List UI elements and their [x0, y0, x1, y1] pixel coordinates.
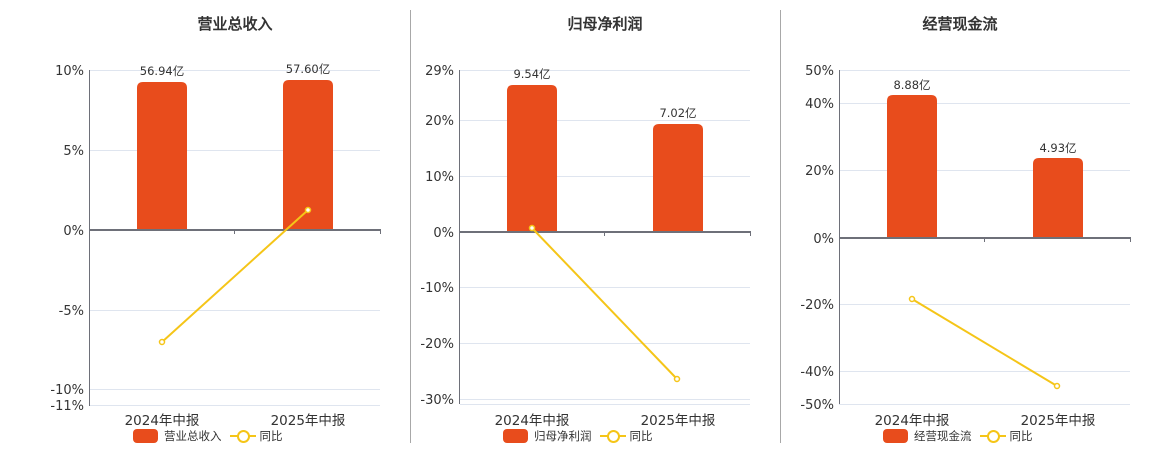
- bar-2025[interactable]: [653, 124, 703, 232]
- legend-bar-swatch[interactable]: [133, 429, 158, 443]
- svg-text:-20%: -20%: [420, 337, 454, 352]
- svg-text:2025年中报: 2025年中报: [641, 413, 716, 429]
- bar-value-labels: 9.54亿 7.02亿: [513, 67, 696, 120]
- panel-divider: [780, 10, 781, 443]
- chart-legend: 经营现金流 同比: [883, 428, 1033, 444]
- chart-title: 归母净利润: [567, 15, 643, 33]
- x-axis-ticks: [604, 232, 751, 236]
- bar-2024[interactable]: [507, 85, 557, 232]
- svg-text:29%: 29%: [425, 64, 454, 79]
- bars: [887, 95, 1083, 238]
- legend-line-label[interactable]: 同比: [629, 429, 653, 443]
- svg-text:-20%: -20%: [800, 298, 834, 313]
- chart-plot: 10% 5% 0% -5% -10% -11% 56.94亿 57.60亿 20…: [50, 62, 381, 429]
- svg-text:-40%: -40%: [800, 365, 834, 380]
- legend-line-icon[interactable]: [979, 429, 1006, 443]
- legend-line-label[interactable]: 同比: [1009, 429, 1033, 443]
- svg-text:2024年中报: 2024年中报: [875, 413, 950, 429]
- panel-divider: [410, 10, 411, 443]
- svg-text:-30%: -30%: [420, 393, 454, 408]
- bar-2025[interactable]: [1033, 158, 1083, 238]
- svg-text:-50%: -50%: [800, 398, 834, 413]
- svg-text:2025年中报: 2025年中报: [1021, 413, 1096, 429]
- legend-bar-label[interactable]: 归母净利润: [534, 429, 592, 443]
- svg-text:-10%: -10%: [420, 281, 454, 296]
- svg-text:20%: 20%: [805, 164, 834, 179]
- gridlines: [90, 70, 380, 406]
- svg-text:5%: 5%: [63, 144, 84, 159]
- x-axis-categories: 2024年中报 2025年中报: [495, 413, 716, 429]
- svg-text:0%: 0%: [813, 232, 834, 247]
- svg-text:2024年中报: 2024年中报: [125, 413, 200, 429]
- legend-bar-swatch[interactable]: [503, 429, 528, 443]
- yoy-line: [161, 209, 309, 343]
- bar-2024[interactable]: [137, 82, 187, 230]
- svg-text:56.94亿: 56.94亿: [140, 64, 184, 78]
- chart-legend: 营业总收入 同比: [133, 428, 283, 444]
- chart-plot: 29% 20% 10% 0% -10% -20% -30% 9.54亿 7.02…: [420, 64, 751, 429]
- svg-text:0%: 0%: [433, 226, 454, 241]
- yoy-line: [531, 227, 678, 380]
- legend-line-icon[interactable]: [599, 429, 626, 443]
- chart-legend: 归母净利润 同比: [503, 428, 653, 444]
- x-axis-categories: 2024年中报 2025年中报: [125, 413, 346, 429]
- bars: [137, 80, 333, 230]
- yoy-point[interactable]: [528, 224, 536, 232]
- chart-panel-net-profit: 归母净利润 29% 20% 10% 0% -10% -20% -30% 9.54…: [420, 15, 751, 444]
- bar-value-labels: 8.88亿 4.93亿: [893, 78, 1076, 155]
- yoy-point[interactable]: [158, 338, 166, 346]
- yoy-point[interactable]: [673, 375, 681, 383]
- svg-text:7.02亿: 7.02亿: [659, 106, 696, 120]
- yoy-point[interactable]: [908, 295, 916, 303]
- yoy-point[interactable]: [1053, 382, 1061, 390]
- y-axis-ticks: 29% 20% 10% 0% -10% -20% -30%: [420, 64, 454, 408]
- svg-text:9.54亿: 9.54亿: [513, 67, 550, 81]
- chart-panel-revenue: 营业总收入 10% 5% 0% -5% -10% -11% 56.94亿 57.…: [0, 0, 400, 450]
- bar-2024[interactable]: [887, 95, 937, 238]
- x-axis-categories: 2024年中报 2025年中报: [875, 413, 1096, 429]
- y-axis-ticks: 10% 5% 0% -5% -10% -11%: [50, 64, 84, 414]
- svg-text:2025年中报: 2025年中报: [271, 413, 346, 429]
- chart-title: 经营现金流: [922, 15, 998, 33]
- yoy-point[interactable]: [304, 206, 312, 214]
- svg-text:4.93亿: 4.93亿: [1039, 141, 1076, 155]
- x-axis-ticks: [234, 230, 381, 234]
- yoy-line: [911, 298, 1058, 387]
- svg-text:8.88亿: 8.88亿: [893, 78, 930, 92]
- bars: [507, 85, 703, 232]
- svg-text:2024年中报: 2024年中报: [495, 413, 570, 429]
- legend-bar-label[interactable]: 营业总收入: [164, 429, 222, 443]
- svg-text:40%: 40%: [805, 97, 834, 112]
- svg-text:0%: 0%: [63, 224, 84, 239]
- legend-line-icon[interactable]: [229, 429, 256, 443]
- svg-text:-11%: -11%: [50, 399, 84, 414]
- bar-value-labels: 56.94亿 57.60亿: [140, 62, 330, 78]
- svg-text:10%: 10%: [425, 170, 454, 185]
- legend-line-label[interactable]: 同比: [259, 429, 283, 443]
- svg-text:57.60亿: 57.60亿: [286, 62, 330, 76]
- svg-text:50%: 50%: [805, 64, 834, 79]
- svg-text:10%: 10%: [55, 64, 84, 79]
- svg-text:20%: 20%: [425, 114, 454, 129]
- chart-title: 营业总收入: [197, 15, 273, 33]
- svg-text:-5%: -5%: [59, 304, 84, 319]
- legend-bar-label[interactable]: 经营现金流: [914, 429, 972, 443]
- x-axis-ticks: [984, 238, 1131, 242]
- svg-text:-10%: -10%: [50, 383, 84, 398]
- bar-2025[interactable]: [283, 80, 333, 230]
- y-axis-ticks: 50% 40% 20% 0% -20% -40% -50%: [800, 64, 834, 413]
- legend-bar-swatch[interactable]: [883, 429, 908, 443]
